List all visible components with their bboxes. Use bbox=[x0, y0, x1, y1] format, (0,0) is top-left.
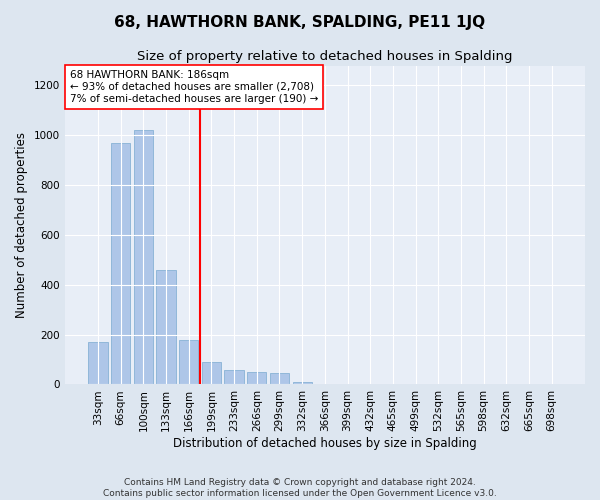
Bar bbox=[111, 143, 130, 384]
Bar bbox=[293, 382, 312, 384]
Bar bbox=[134, 130, 153, 384]
Bar bbox=[88, 342, 107, 384]
Bar bbox=[179, 340, 199, 384]
Text: 68 HAWTHORN BANK: 186sqm
← 93% of detached houses are smaller (2,708)
7% of semi: 68 HAWTHORN BANK: 186sqm ← 93% of detach… bbox=[70, 70, 318, 104]
Y-axis label: Number of detached properties: Number of detached properties bbox=[15, 132, 28, 318]
Text: Contains HM Land Registry data © Crown copyright and database right 2024.
Contai: Contains HM Land Registry data © Crown c… bbox=[103, 478, 497, 498]
Text: 68, HAWTHORN BANK, SPALDING, PE11 1JQ: 68, HAWTHORN BANK, SPALDING, PE11 1JQ bbox=[115, 15, 485, 30]
Title: Size of property relative to detached houses in Spalding: Size of property relative to detached ho… bbox=[137, 50, 512, 63]
X-axis label: Distribution of detached houses by size in Spalding: Distribution of detached houses by size … bbox=[173, 437, 477, 450]
Bar bbox=[247, 372, 266, 384]
Bar bbox=[224, 370, 244, 384]
Bar bbox=[202, 362, 221, 384]
Bar bbox=[270, 373, 289, 384]
Bar bbox=[157, 270, 176, 384]
